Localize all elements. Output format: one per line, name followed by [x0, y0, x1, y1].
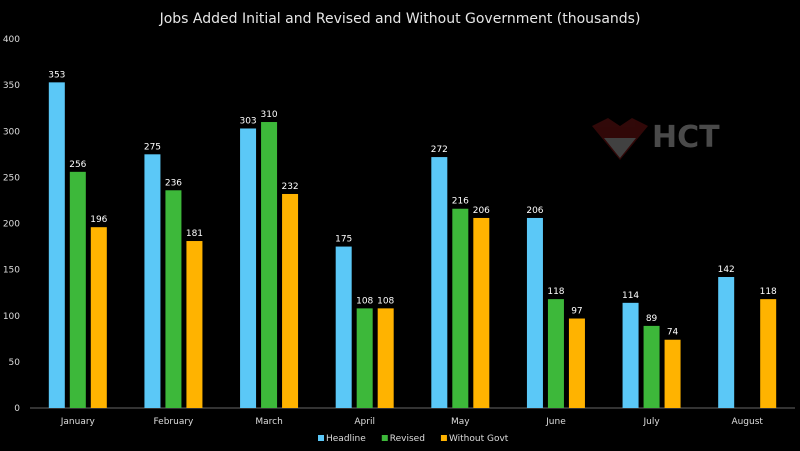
hct-watermark-logo: HCT	[592, 118, 720, 160]
data-label: 118	[547, 287, 564, 297]
y-tick-label: 200	[3, 220, 20, 230]
y-tick-label: 0	[14, 404, 20, 414]
bar-revised	[643, 325, 660, 408]
bar-headline	[335, 246, 352, 408]
data-label: 310	[260, 110, 277, 120]
data-label: 206	[473, 206, 490, 216]
x-tick-label: July	[642, 417, 660, 427]
data-label: 196	[90, 215, 107, 225]
y-tick-label: 350	[3, 81, 20, 91]
bar-without-govt	[568, 318, 585, 408]
data-label: 181	[186, 229, 203, 239]
data-label: 206	[526, 206, 543, 216]
data-label: 256	[69, 160, 86, 170]
data-label: 232	[281, 182, 298, 192]
data-label: 118	[760, 287, 777, 297]
bar-headline	[526, 217, 543, 408]
bar-revised	[165, 190, 182, 408]
data-label: 236	[165, 178, 182, 188]
bar-headline	[431, 157, 448, 408]
bar-without-govt	[186, 241, 203, 408]
x-tick-label: March	[255, 417, 282, 427]
bar-revised	[452, 208, 469, 408]
bar-headline	[240, 128, 257, 409]
bar-without-govt	[760, 299, 777, 408]
data-label: 175	[335, 235, 352, 245]
bar-without-govt	[377, 308, 394, 408]
y-tick-label: 250	[3, 173, 20, 183]
data-label: 89	[646, 314, 658, 324]
legend-label: Without Govt	[449, 434, 509, 444]
data-label: 272	[431, 145, 448, 155]
y-tick-label: 50	[9, 358, 21, 368]
legend-label: Revised	[390, 434, 425, 444]
x-tick-label: August	[731, 417, 763, 427]
data-label: 74	[667, 328, 679, 338]
bar-revised	[356, 308, 373, 408]
x-tick-label: January	[60, 417, 96, 427]
bar-revised	[69, 171, 86, 408]
data-label: 216	[452, 197, 469, 207]
chart-title: Jobs Added Initial and Revised and Witho…	[159, 11, 641, 27]
bar-without-govt	[664, 339, 681, 408]
x-tick-label: May	[451, 417, 470, 427]
bar-revised	[547, 299, 564, 408]
bar-revised	[261, 122, 278, 409]
data-label: 114	[622, 291, 639, 301]
y-tick-label: 100	[3, 312, 20, 322]
data-label: 353	[48, 70, 65, 80]
data-label: 108	[356, 296, 373, 306]
bar-headline	[622, 302, 639, 408]
bar-headline	[718, 277, 735, 408]
legend-swatch	[381, 435, 388, 441]
data-label: 97	[571, 307, 582, 317]
data-label: 303	[239, 116, 256, 126]
bar-headline	[48, 82, 65, 409]
y-tick-label: 300	[3, 127, 20, 137]
legend-label: Headline	[326, 434, 366, 444]
x-tick-label: April	[354, 417, 375, 427]
x-tick-label: June	[545, 417, 566, 427]
data-label: 275	[144, 142, 161, 152]
x-tick-label: February	[153, 417, 194, 427]
bar-without-govt	[90, 227, 107, 408]
y-tick-label: 400	[3, 35, 20, 45]
data-label: 108	[377, 296, 394, 306]
data-label: 142	[718, 265, 735, 275]
legend-swatch	[440, 435, 447, 441]
bar-headline	[144, 154, 161, 408]
y-tick-label: 150	[3, 266, 20, 276]
legend-swatch	[318, 435, 324, 441]
bar-without-govt	[282, 193, 299, 408]
svg-text:HCT: HCT	[652, 120, 720, 155]
bar-without-govt	[473, 217, 490, 408]
